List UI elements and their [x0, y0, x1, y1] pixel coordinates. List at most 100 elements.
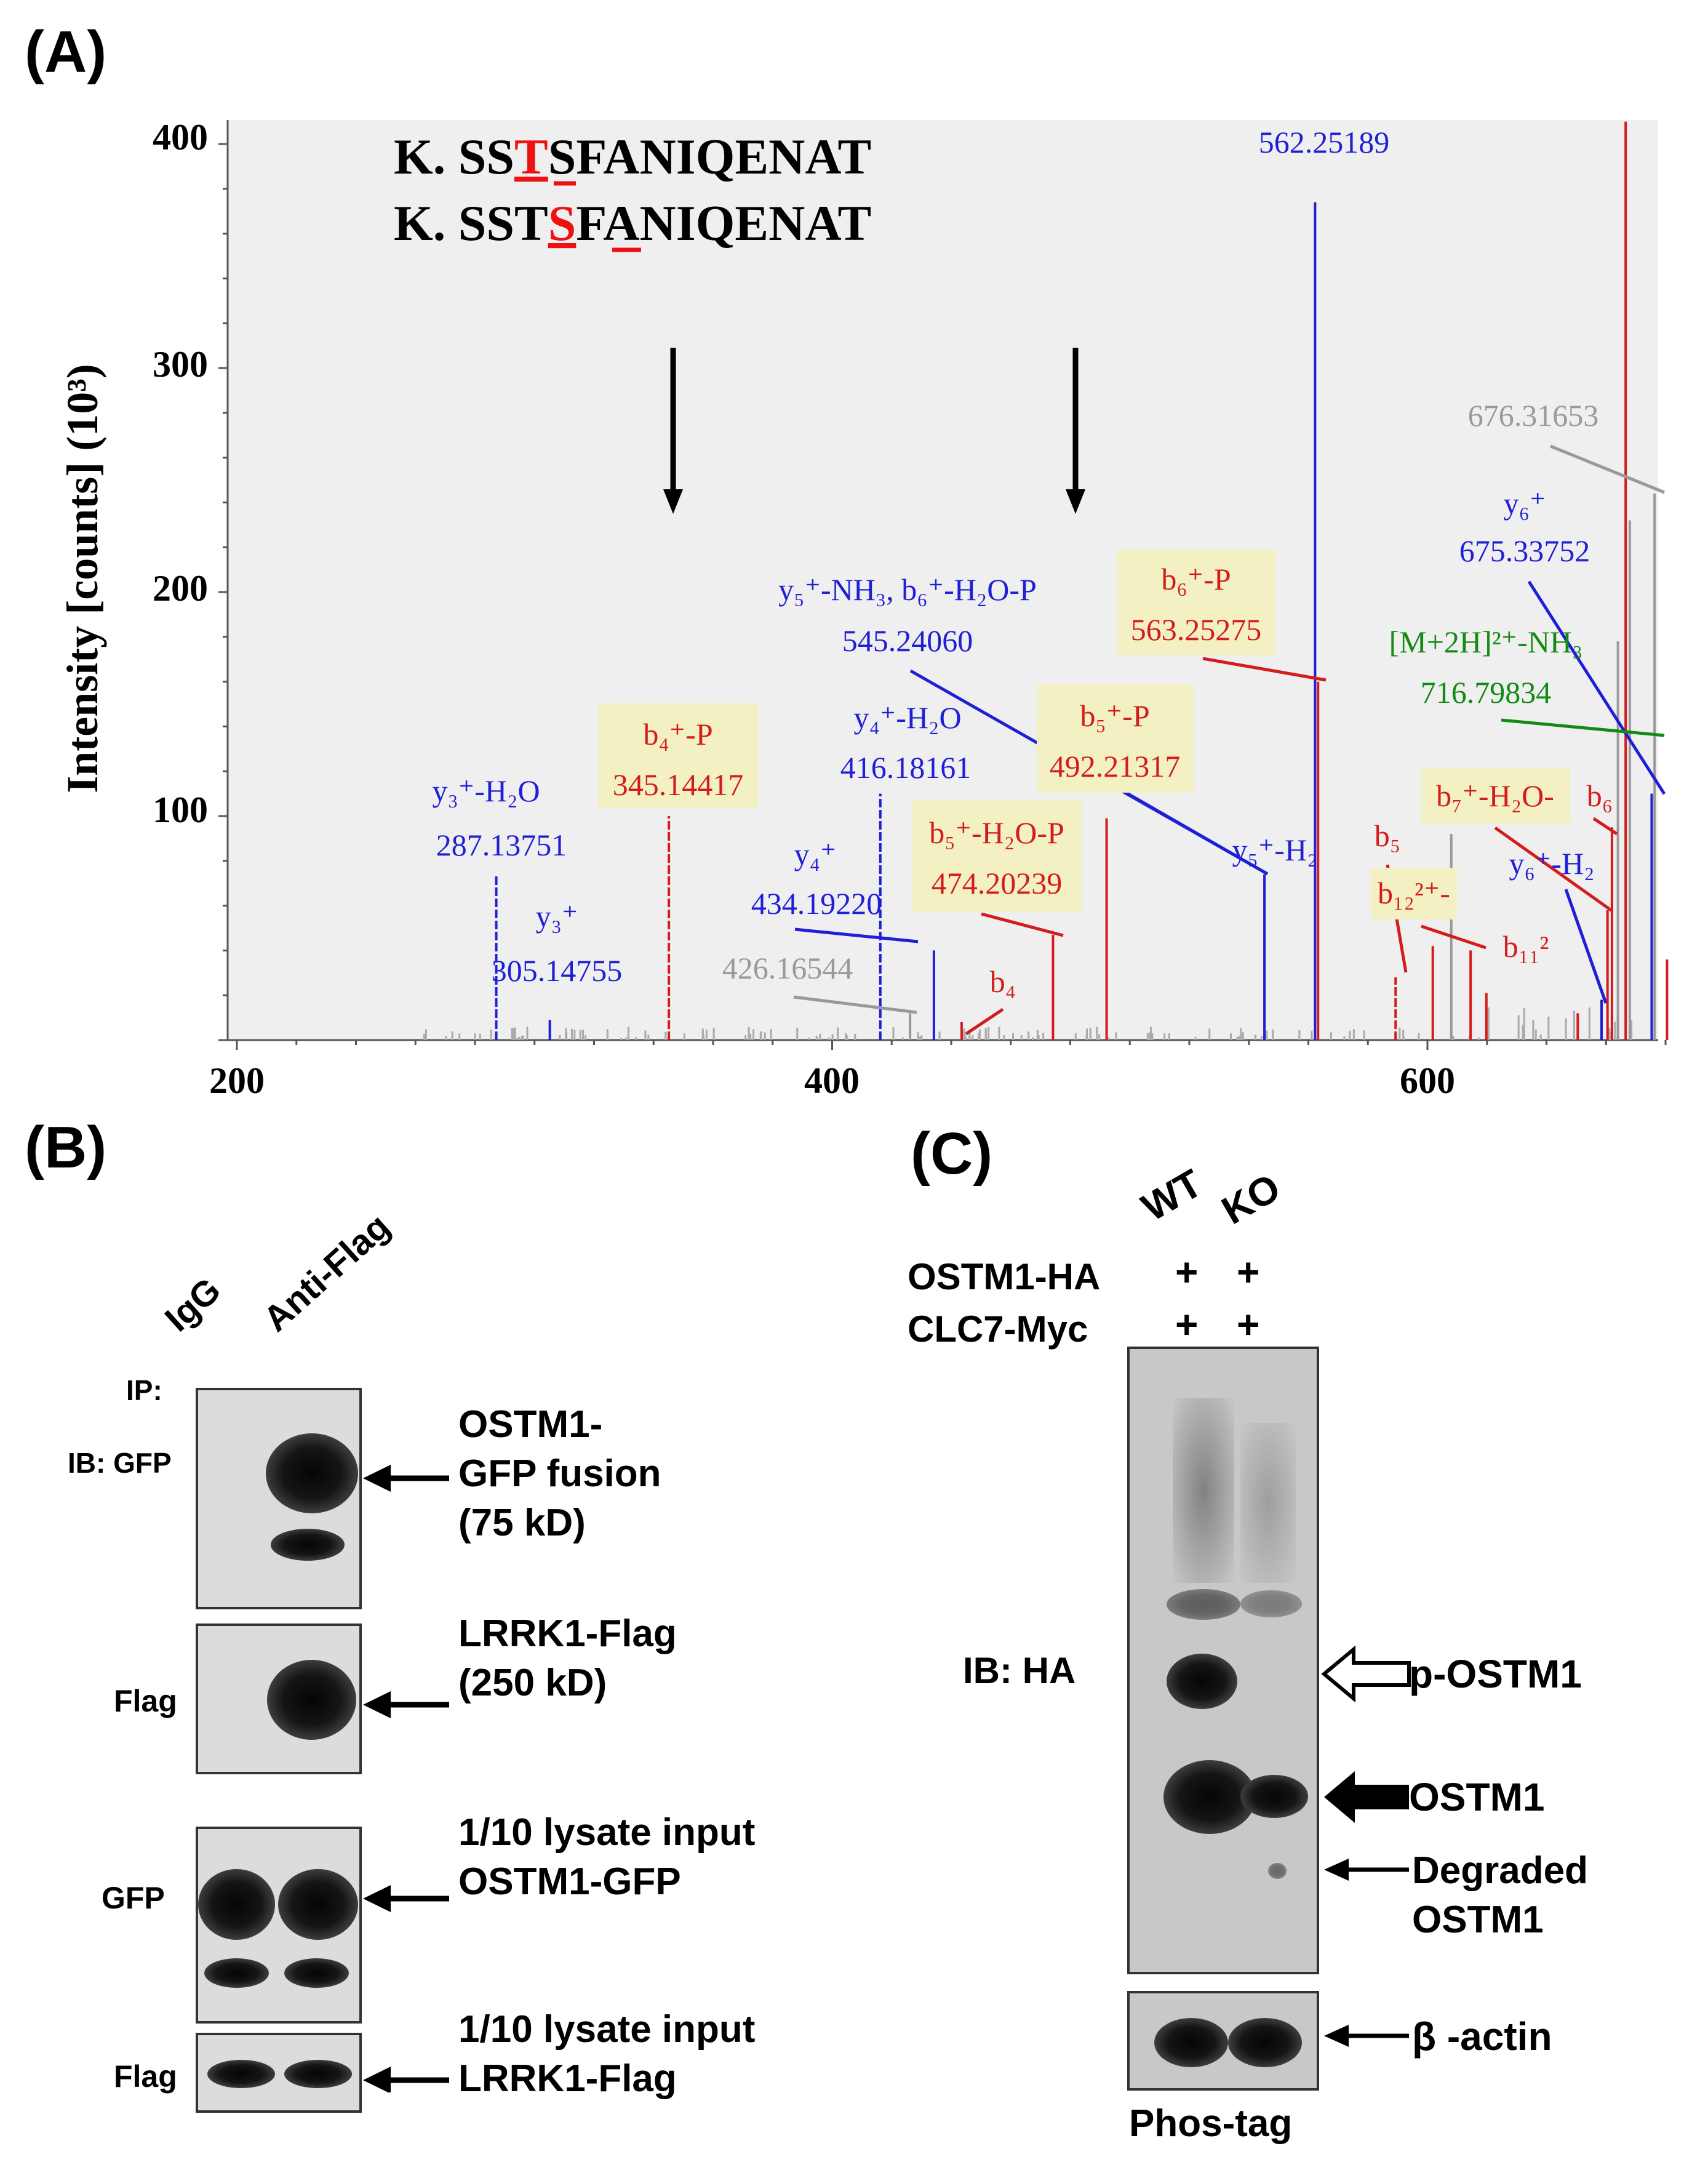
- arrow-input-flag-head: [363, 2067, 391, 2092]
- ann-y3: y₃⁺: [536, 899, 578, 934]
- condition-clc7-myc-ko: +: [1237, 1302, 1260, 1347]
- sequence-1-phosphosite: T: [514, 129, 548, 185]
- annotation-lrrk1-flag: LRRK1-Flag (250 kD): [458, 1609, 677, 1708]
- leader-b6: [1592, 817, 1618, 836]
- ann-y5-h2: y₅⁺-H₂: [1232, 833, 1317, 867]
- condition-ostm1-ha: OSTM1-HA: [908, 1256, 1101, 1297]
- ann-b5-h2o-p: b₅⁺-H₂O-P: [929, 815, 1064, 850]
- label-phos-tag: Phos-tag: [1129, 2102, 1293, 2145]
- label-ostm1: OSTM1: [1409, 1775, 1545, 1819]
- x-tick-label: 400: [804, 1060, 860, 1101]
- annotation-lrrk1-flag-line-1: LRRK1-Flag: [458, 1612, 677, 1655]
- down-arrow-1-head: [663, 489, 683, 514]
- band-p-ostm1-wt: [1167, 1654, 1237, 1709]
- ann-b5p: b₅⁺-P: [1080, 699, 1149, 733]
- band-input-gfp-flag: [278, 1869, 358, 1940]
- highlight-b6p: [1117, 550, 1275, 655]
- x-tick-label: 600: [1400, 1060, 1455, 1101]
- label-degraded: Degraded OSTM1: [1412, 1846, 1588, 1945]
- ann-b7: b₇⁺-H₂O-: [1436, 779, 1554, 813]
- annotation-input-flag-line-2: LRRK1-Flag: [458, 2057, 677, 2100]
- panel-c-label: (C): [911, 1121, 993, 1187]
- ann-y6: y₆⁺: [1504, 486, 1546, 521]
- panel-c-arrows: [1321, 1645, 1411, 2047]
- smear-ko: [1240, 1423, 1296, 1583]
- ann-676: 676.31653: [1468, 398, 1599, 433]
- row-label-flag-input: Flag: [114, 2059, 177, 2094]
- sequence-2-phosphosite: S: [548, 195, 577, 251]
- ann-b5: b₅: [1375, 819, 1400, 853]
- ann-m2h: [M+2H]²⁺-NH₃: [1389, 625, 1583, 659]
- y-axis-label: Intensity [counts] (10³): [58, 364, 107, 793]
- panel-b-label: (B): [25, 1115, 107, 1180]
- highlight-b5p: [1037, 684, 1194, 793]
- leader-y4: [794, 927, 919, 943]
- annotation-ostm1-gfp-line-3: (75 kD): [458, 1502, 586, 1544]
- ann-y6-h2: y₆⁺-H₂: [1509, 846, 1594, 881]
- annotation-input-gfp-line-1: 1/10 lysate input: [458, 1811, 756, 1854]
- panel-b-arrows: [363, 1465, 449, 2092]
- highlight-b7: [1421, 768, 1570, 823]
- down-arrow-2-head: [1066, 489, 1085, 514]
- ann-434: 434.19220: [751, 886, 882, 921]
- annotation-ostm1-gfp-line-1: OSTM1-: [458, 1403, 603, 1446]
- lane-label-wt: WT: [1134, 1161, 1210, 1230]
- arrow-lrrk1-flag-head: [363, 1691, 391, 1718]
- ann-474: 474.20239: [932, 866, 1063, 900]
- x-tick-label: 200: [209, 1060, 265, 1101]
- y-tick-label: 200: [153, 568, 208, 609]
- ann-562: 562.25189: [1259, 125, 1390, 159]
- condition-ostm1-ha-wt: +: [1175, 1250, 1199, 1294]
- band-ostm1-gfp-lower: [271, 1529, 345, 1561]
- ann-305: 305.14755: [492, 953, 623, 988]
- panel-a-label: (A): [25, 19, 107, 85]
- band-input-gfp-lower-2: [284, 1958, 349, 1988]
- band-input-gfp-igg: [198, 1869, 275, 1940]
- leader-y6: [1527, 580, 1666, 795]
- y-tick-label: 300: [153, 344, 208, 385]
- annotation-input-gfp: 1/10 lysate input OSTM1-GFP: [458, 1808, 755, 1907]
- label-degraded-line-2: OSTM1: [1412, 1899, 1544, 1941]
- condition-clc7-myc: CLC7-Myc: [908, 1308, 1088, 1350]
- annotation-ostm1-gfp: OSTM1- GFP fusion (75 kD): [458, 1400, 661, 1548]
- arrow-degraded-head: [1324, 1859, 1349, 1881]
- arrow-input-gfp-head: [363, 1885, 391, 1912]
- ann-b6: b₆: [1587, 779, 1613, 813]
- highlight-b12: [1371, 868, 1457, 919]
- ann-b12: b₁₂²⁺-: [1378, 876, 1450, 910]
- ann-545: 545.24060: [842, 623, 973, 658]
- blot-actin: [1127, 1991, 1319, 2091]
- condition-ostm1-ha-ko: +: [1237, 1250, 1260, 1294]
- sequence-2-prefix: K. SST: [394, 195, 548, 251]
- blot-ib-gfp: [196, 1388, 362, 1609]
- sequence-2: K. SSTSFANIQENAT: [394, 195, 871, 251]
- blot-input-flag: [196, 2033, 362, 2113]
- band-faint-ko: [1240, 1590, 1302, 1617]
- row-label-flag: Flag: [114, 1684, 177, 1718]
- ann-y5-nh3: y₅⁺-NH₃, b₆⁺-H₂O-P: [778, 572, 1037, 607]
- y-minor-ticks: [218, 143, 228, 1041]
- ann-345: 345.14417: [613, 767, 744, 802]
- blot-ib-ha: [1127, 1347, 1319, 1974]
- ann-y4-h2o: y₄⁺-H₂O: [853, 700, 961, 735]
- ann-675: 675.33752: [1459, 534, 1590, 568]
- label-degraded-line-1: Degraded: [1412, 1849, 1588, 1892]
- leader-b4: [965, 1007, 1004, 1036]
- condition-clc7-myc-wt: +: [1175, 1302, 1199, 1347]
- ann-y3-h2o: y₃⁺-H₂O: [432, 774, 540, 808]
- ann-b4p: b₄⁺-P: [643, 717, 712, 751]
- ann-b6p: b₆⁺-P: [1161, 562, 1231, 596]
- annotation-ostm1-gfp-line-2: GFP fusion: [458, 1452, 661, 1495]
- lane-label-anti-flag: Anti-Flag: [255, 1206, 398, 1340]
- lane-label-ko: KO: [1214, 1164, 1288, 1233]
- blot-input-gfp: [196, 1827, 362, 2024]
- ann-b4: b₄: [990, 964, 1016, 999]
- leader-b5-h2o-p: [981, 912, 1064, 937]
- ib-ha-label: IB: HA: [963, 1650, 1076, 1691]
- row-label-gfp: GFP: [102, 1881, 165, 1915]
- band-lrrk1-flag: [267, 1660, 356, 1740]
- open-arrow-p-ostm1: [1321, 1645, 1411, 1703]
- highlight-b5-h2o-p: [912, 800, 1082, 912]
- ann-492: 492.21317: [1050, 749, 1181, 783]
- blot-flag: [196, 1623, 362, 1774]
